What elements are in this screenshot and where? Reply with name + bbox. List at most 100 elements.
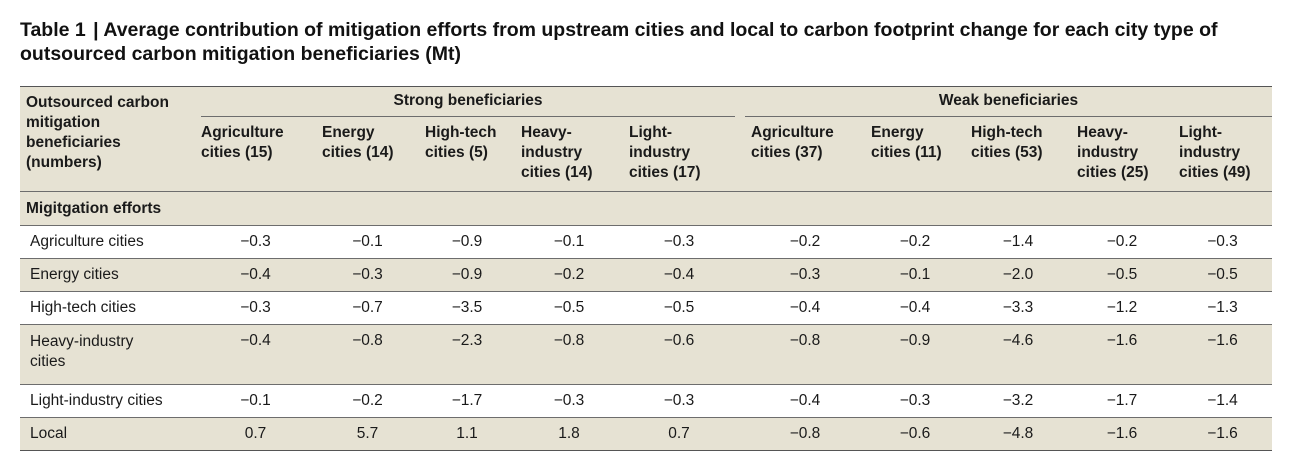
cell: 0.7: [195, 417, 316, 451]
cell: 5.7: [316, 417, 419, 451]
cell: −0.3: [745, 258, 866, 292]
col-header: Heavy-industry cities (14): [521, 124, 593, 181]
cell: −0.4: [623, 258, 736, 292]
cell: −1.6: [1173, 324, 1273, 385]
cell: −0.1: [316, 225, 419, 259]
row-label: Local: [20, 417, 195, 451]
cell: −1.2: [1071, 291, 1174, 325]
table-row: Light-industry cities −0.1 −0.2 −1.7 −0.…: [20, 384, 1273, 418]
row-label: Energy cities: [20, 258, 195, 292]
cell: −0.1: [195, 384, 316, 418]
group-label-strong: Strong beneficiaries: [201, 87, 736, 117]
cell: −0.6: [865, 417, 966, 451]
cell: −0.9: [419, 258, 515, 292]
cell: −0.8: [316, 324, 419, 385]
cell: −0.3: [623, 225, 736, 259]
cell: −0.3: [623, 384, 736, 418]
cell: −1.6: [1071, 324, 1174, 385]
cell: −1.6: [1071, 417, 1174, 451]
cell: −0.4: [745, 384, 866, 418]
group-header-strong: Strong beneficiaries: [195, 87, 736, 117]
cell: −0.8: [745, 417, 866, 451]
cell: −0.3: [515, 384, 623, 418]
col-header: High-tech cities (5): [425, 124, 497, 161]
cell: −0.4: [865, 291, 966, 325]
cell: −0.5: [1173, 258, 1273, 292]
table-row: High-tech cities −0.3 −0.7 −3.5 −0.5 −0.…: [20, 291, 1273, 325]
data-table: Outsourced carbon mitigation beneficiari…: [20, 86, 1273, 451]
cell: −2.3: [419, 324, 515, 385]
col-header: Energy cities (11): [871, 124, 942, 161]
row-label: Agriculture cities: [20, 225, 195, 259]
col-header: Heavy-industry cities (25): [1077, 124, 1149, 181]
cell: −0.3: [316, 258, 419, 292]
cell: −0.2: [865, 225, 966, 259]
cell: −1.6: [1173, 417, 1273, 451]
gap-cell: [735, 225, 746, 259]
cell: −3.2: [965, 384, 1072, 418]
gap-cell: [735, 291, 746, 325]
cell: −0.3: [195, 225, 316, 259]
cell: −1.4: [1173, 384, 1273, 418]
cell: 0.7: [623, 417, 736, 451]
cell: −0.4: [195, 258, 316, 292]
group-label-weak: Weak beneficiaries: [745, 87, 1273, 117]
cell: −0.8: [745, 324, 866, 385]
gap-cell: [735, 384, 746, 418]
cell: −0.6: [623, 324, 736, 385]
table-row: Heavy-industry cities −0.4 −0.8 −2.3 −0.…: [20, 324, 1273, 385]
col-gap: [735, 117, 745, 192]
section-header-row: Migitgation efforts: [20, 191, 1273, 226]
cell: −0.3: [195, 291, 316, 325]
cell: −1.3: [1173, 291, 1273, 325]
row-label: High-tech cities: [20, 291, 195, 325]
table-number: Table 1: [20, 19, 86, 41]
col-header: Agriculture cities (37): [751, 124, 834, 161]
table-caption: Average contribution of mitigation effor…: [20, 19, 1218, 65]
stub-header: Outsourced carbon mitigation beneficiari…: [26, 94, 169, 171]
cell: −0.9: [419, 225, 515, 259]
cell: −0.1: [515, 225, 623, 259]
cell: −1.7: [1071, 384, 1174, 418]
col-header: Light-industry cities (17): [629, 124, 701, 181]
cell: −0.3: [1173, 225, 1273, 259]
table-row: Local 0.7 5.7 1.1 1.8 0.7 −0.8 −0.6 −4.8…: [20, 417, 1273, 451]
cell: −1.4: [965, 225, 1072, 259]
row-label: Light-industry cities: [20, 384, 195, 418]
cell: −0.2: [745, 225, 866, 259]
cell: −4.6: [965, 324, 1072, 385]
cell: −0.5: [1071, 258, 1174, 292]
row-label: Heavy-industry cities: [20, 324, 195, 385]
cell: −0.4: [195, 324, 316, 385]
cell: −4.8: [965, 417, 1072, 451]
gap-cell: [735, 258, 746, 292]
group-header-row: Outsourced carbon mitigation beneficiari…: [20, 86, 1273, 171]
cell: −0.5: [515, 291, 623, 325]
cell: −1.7: [419, 384, 515, 418]
cell: −0.8: [515, 324, 623, 385]
col-header: Energy cities (14): [322, 124, 394, 161]
gap-cell: [735, 417, 746, 451]
cell: −0.3: [865, 384, 966, 418]
cell: −2.0: [965, 258, 1072, 292]
group-gap: [735, 87, 745, 118]
cell: −3.5: [419, 291, 515, 325]
title-separator: |: [93, 19, 99, 41]
cell: −0.4: [745, 291, 866, 325]
cell: 1.8: [515, 417, 623, 451]
group-header-weak: Weak beneficiaries: [745, 87, 1273, 117]
cell: −0.2: [1071, 225, 1174, 259]
col-header: Light-industry cities (49): [1179, 124, 1251, 181]
cell: −0.2: [515, 258, 623, 292]
cell: −0.2: [316, 384, 419, 418]
cell: −0.1: [865, 258, 966, 292]
cell: −0.9: [865, 324, 966, 385]
gap-cell: [735, 324, 746, 385]
col-header: Agriculture cities (15): [201, 124, 284, 161]
column-header-row: Agriculture cities (15) Energy cities (1…: [20, 117, 1273, 192]
cell: −0.5: [623, 291, 736, 325]
col-header: High-tech cities (53): [971, 124, 1043, 161]
section-label: Migitgation efforts: [20, 191, 1273, 226]
cell: 1.1: [419, 417, 515, 451]
table-row: Energy cities −0.4 −0.3 −0.9 −0.2 −0.4 −…: [20, 258, 1273, 292]
